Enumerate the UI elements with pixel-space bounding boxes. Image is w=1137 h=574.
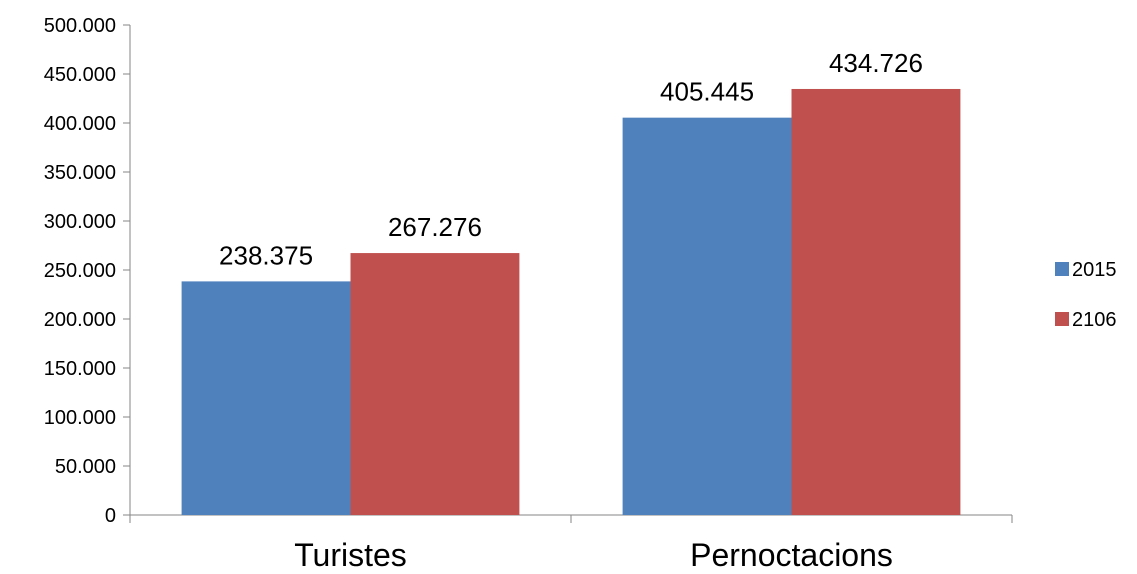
legend-label: 2015 xyxy=(1072,259,1117,281)
legend-swatch xyxy=(1055,312,1069,326)
y-tick-label: 300.000 xyxy=(44,211,116,233)
y-tick-label: 400.000 xyxy=(44,113,116,135)
y-tick-label: 200.000 xyxy=(44,309,116,331)
y-axis: 0 50.000 100.000 150.000 200.000 250.000 300.0… xyxy=(44,15,131,527)
data-label: 267.276 xyxy=(388,212,482,242)
y-tick-label: 500.000 xyxy=(44,15,116,37)
data-label: 238.375 xyxy=(219,240,313,270)
data-label: 434.726 xyxy=(829,48,923,78)
bar xyxy=(350,253,520,515)
y-tick-label: 0 xyxy=(105,505,116,527)
y-tick-label: 250.000 xyxy=(44,260,116,282)
legend-swatch xyxy=(1055,262,1069,276)
data-label: 405.445 xyxy=(660,77,754,107)
bar xyxy=(181,281,351,515)
legend-label: 2106 xyxy=(1072,309,1117,331)
y-tick-label: 100.000 xyxy=(44,407,116,429)
y-tick-label: 50.000 xyxy=(55,456,116,478)
y-tick-label: 450.000 xyxy=(44,64,116,86)
y-tick-label: 350.000 xyxy=(44,162,116,184)
bars xyxy=(181,88,961,516)
bar xyxy=(622,117,792,515)
y-tick-label: 150.000 xyxy=(44,358,116,380)
x-axis: Turistes Pernoctacions xyxy=(129,514,1013,573)
data-labels: 238.375 267.276 405.445 434.726 xyxy=(219,48,923,270)
legend: 2015 2106 xyxy=(1055,259,1117,331)
bar xyxy=(791,88,961,516)
x-category-label: Pernoctacions xyxy=(690,537,893,573)
x-category-label: Turistes xyxy=(294,537,407,573)
